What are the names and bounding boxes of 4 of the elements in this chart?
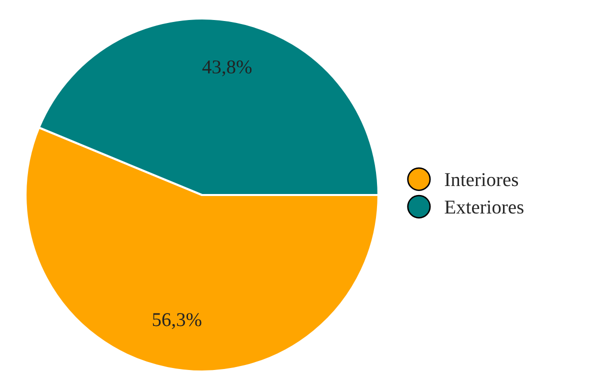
legend-label: Exteriores — [444, 200, 524, 214]
data-label: 56,3% — [152, 313, 202, 330]
legend-label: Interiores — [444, 173, 518, 186]
data-label: 43,8% — [202, 60, 252, 76]
